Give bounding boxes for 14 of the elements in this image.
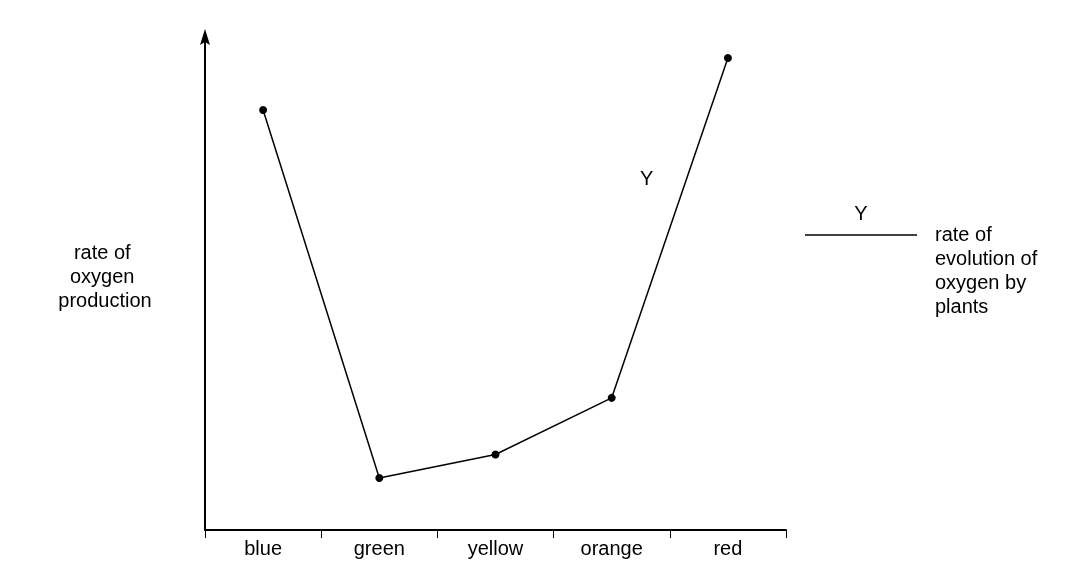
x-tick-label: red [713, 537, 743, 559]
y-axis-title: rate of oxygen production [58, 241, 152, 311]
x-tick-label: orange [580, 537, 643, 559]
x-tick-label: blue [244, 537, 283, 559]
point [607, 393, 616, 402]
point [375, 474, 384, 483]
point [723, 54, 732, 62]
point [259, 105, 268, 114]
text: Y [854, 202, 868, 224]
x-tick-label: green [353, 537, 405, 559]
x-tick-label: yellow [467, 537, 524, 559]
text: rate of evolution of oxygen by plants [935, 223, 1043, 317]
point [491, 450, 500, 459]
series-label: Y [640, 167, 654, 189]
